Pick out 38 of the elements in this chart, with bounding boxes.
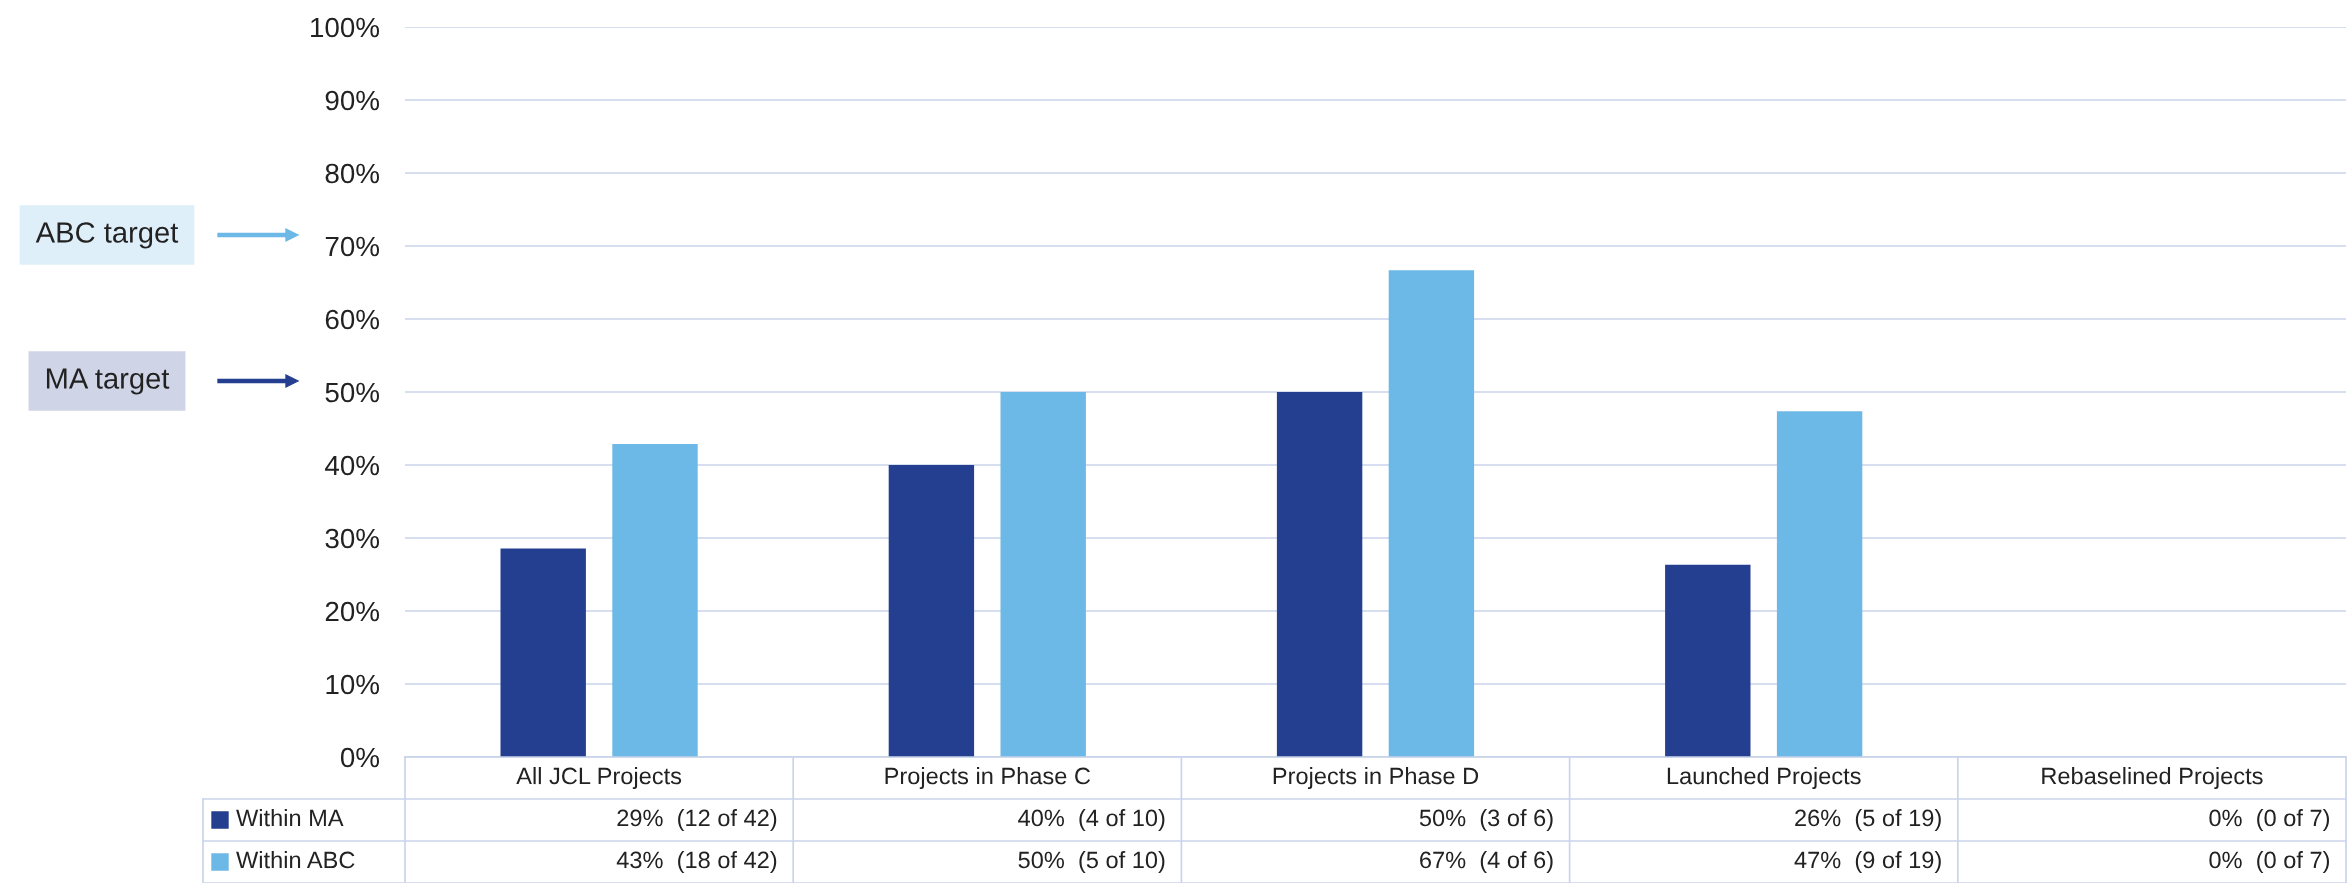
y-tick-label: 70% <box>325 236 380 257</box>
y-tick-label: 10% <box>326 674 380 695</box>
bar <box>1000 392 1086 757</box>
y-tick-label: 80% <box>325 163 380 184</box>
data-label: 40% (4 of 10) <box>1018 808 1165 831</box>
bar <box>1665 564 1751 757</box>
x-tick-label: Launched Projects <box>1667 766 1861 790</box>
x-tick-label: Projects in Phase D <box>1273 766 1479 790</box>
x-tick-label: Projects in Phase C <box>885 766 1091 790</box>
bar <box>1776 411 1863 757</box>
legend-label: Within ABC <box>236 850 355 869</box>
y-tick-label: 0% <box>340 747 380 768</box>
data-label: 43% (18 of 42) <box>616 850 777 873</box>
y-tick-label: 50% <box>325 382 380 403</box>
bar <box>500 548 586 757</box>
y-tick-label: 90% <box>325 90 380 111</box>
data-label: 47% (9 of 19) <box>1794 850 1941 873</box>
text: ABC target <box>35 222 179 249</box>
y-tick-label: 40% <box>325 455 380 476</box>
data-label: 0% (0 of 7) <box>2209 808 2330 831</box>
bar <box>612 444 698 757</box>
y-tick-label: 30% <box>325 528 380 549</box>
data-label: 67% (4 of 6) <box>1420 850 1553 873</box>
legend-label: Within MA <box>236 808 344 827</box>
x-tick-label: Rebaselined Projects <box>2042 766 2263 790</box>
data-label: 50% (5 of 10) <box>1018 850 1165 873</box>
bar <box>888 465 975 757</box>
y-tick-label: 100% <box>311 17 380 38</box>
data-label: 29% (12 of 42) <box>617 808 777 831</box>
data-label: 0% (0 of 7) <box>2209 850 2330 873</box>
data-label: 50% (3 of 6) <box>1419 808 1553 831</box>
x-tick-label: All JCL Projects <box>516 766 682 790</box>
y-tick-label: 20% <box>325 601 380 622</box>
bar <box>1276 392 1363 757</box>
y-tick-label: 60% <box>325 309 380 330</box>
data-label: 26% (5 of 19) <box>1795 808 1941 831</box>
bar <box>1388 270 1475 757</box>
text: MA target <box>46 368 170 395</box>
